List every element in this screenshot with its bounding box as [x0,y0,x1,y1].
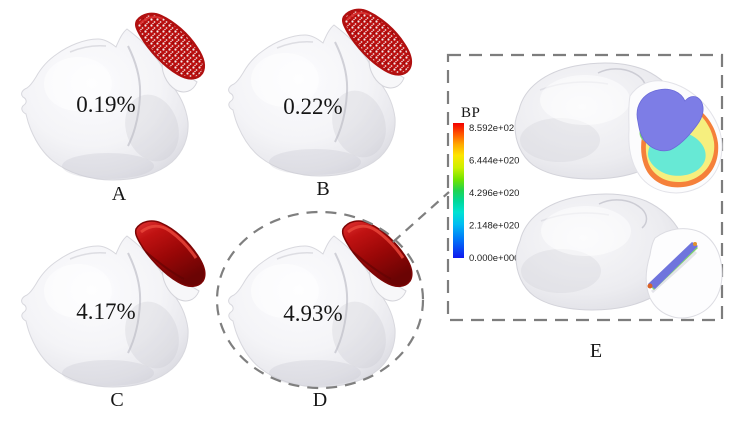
detail-box [446,53,724,322]
colorbar-title: BP [461,105,480,121]
label-b: B [316,178,329,200]
label-e: E [590,340,602,362]
value-b: 0.22% [283,94,342,119]
colorbar-tick-0: 8.592e+020 [469,123,519,134]
colorbar-tick-2: 4.296e+020 [469,188,519,199]
detail-heart-bottom [515,193,723,319]
colorbar-tick-1: 6.444e+020 [469,156,519,167]
label-d: D [313,389,327,411]
connector-line [392,191,450,243]
label-c: C [110,389,123,411]
colorbar-gradient [453,123,464,258]
slit-orange-tip-right [693,242,697,246]
panel-c: 4.17% C [20,219,207,411]
label-a: A [112,183,127,205]
panel-b: 0.22% B [227,8,413,200]
appendage-slit [645,228,723,319]
colorbar: BP 8.592e+020 6.444e+020 4.296e+020 2.14… [453,105,519,264]
value-d: 4.93% [283,301,342,326]
colorbar-tick-4: 0.000e+000 [469,253,519,264]
value-c: 4.17% [76,299,135,324]
bp-blue-region [636,88,704,152]
value-a: 0.19% [76,92,135,117]
highlight-ellipse [215,210,425,390]
colorbar-tick-3: 2.148e+020 [469,221,519,232]
slit-blue-band [648,242,698,289]
panel-e: BP 8.592e+020 6.444e+020 4.296e+020 2.14… [446,53,724,362]
detail-heart-top [514,62,723,194]
panel-d: 4.93% D [215,210,425,411]
panel-a: 0.19% A [20,12,206,205]
slit-orange-tip-left [647,283,653,289]
appendage-bp-map [628,80,723,194]
